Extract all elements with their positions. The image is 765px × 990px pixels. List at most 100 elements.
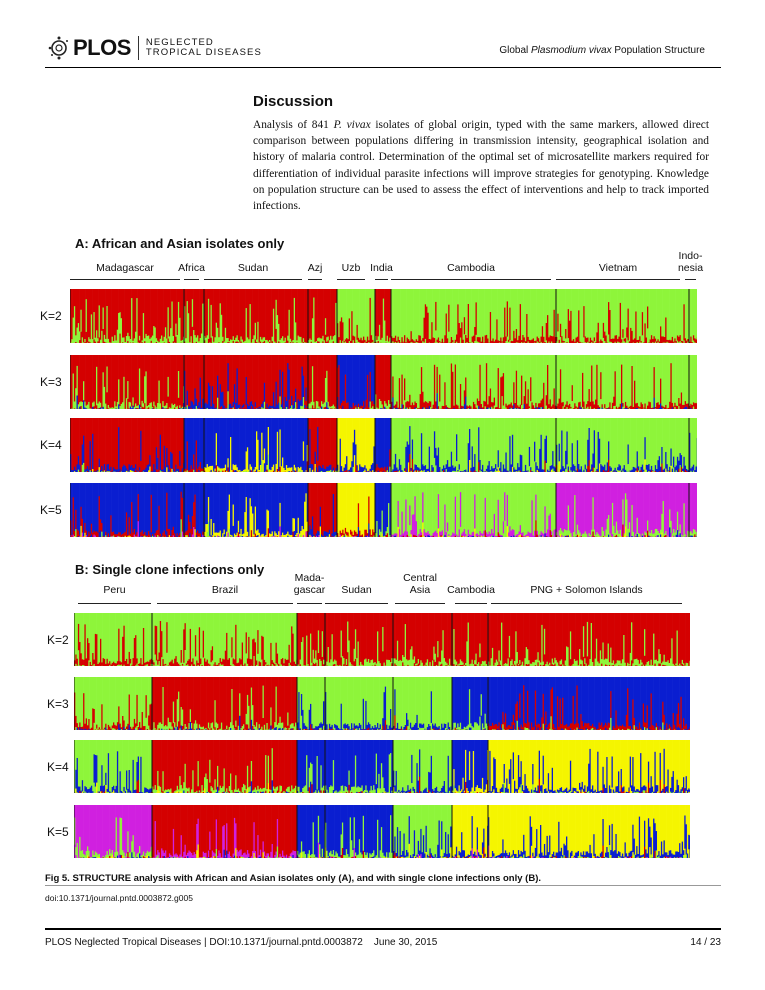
ancestry-bar-segment: [120, 403, 123, 408]
ancestry-bar-segment: [617, 467, 619, 471]
ancestry-bar-segment: [467, 418, 470, 444]
ancestry-bar-segment: [223, 405, 226, 409]
ancestry-bar-segment: [150, 402, 153, 409]
ancestry-bar-segment: [528, 339, 531, 343]
ancestry-bar-segment: [667, 407, 670, 409]
ancestry-bar-segment: [470, 355, 472, 407]
ancestry-bar-segment: [535, 340, 537, 343]
ancestry-bar-segment: [253, 289, 255, 336]
ancestry-bar-segment: [578, 289, 580, 311]
ancestry-bar-segment: [415, 342, 418, 343]
ancestry-bar-segment: [458, 323, 461, 343]
ancestry-bar-segment: [415, 355, 418, 404]
ancestry-bar-segment: [231, 407, 233, 409]
ancestry-bar-segment: [272, 418, 275, 465]
ancestry-bar-segment: [195, 483, 198, 533]
ancestry-bar-segment: [406, 355, 409, 402]
ancestry-bar-segment: [199, 338, 202, 343]
ancestry-bar-segment: [528, 466, 531, 472]
ancestry-bar-segment: [261, 339, 263, 343]
ancestry-bar-segment: [228, 341, 231, 343]
ancestry-bar-segment: [151, 289, 154, 336]
ancestry-bar-segment: [669, 408, 671, 409]
ancestry-bar-segment: [378, 289, 381, 326]
group-line: [308, 279, 322, 280]
ancestry-bar-segment: [501, 342, 504, 343]
ancestry-bar-segment: [231, 355, 233, 407]
ancestry-bar-segment: [514, 338, 517, 342]
ancestry-bar-segment: [608, 289, 610, 303]
ancestry-bar-segment: [275, 406, 278, 409]
ancestry-bar-segment: [656, 418, 658, 470]
ancestry-bar-segment: [142, 469, 145, 472]
ancestry-bar-segment: [363, 401, 365, 408]
ancestry-bar-segment: [79, 289, 81, 332]
ancestry-bar-segment: [305, 418, 307, 471]
ancestry-bar-segment: [670, 448, 672, 467]
ancestry-bar-segment: [231, 483, 233, 536]
ancestry-bar-segment: [254, 339, 257, 343]
ancestry-bar-segment: [218, 532, 220, 537]
ancestry-bar-segment: [508, 341, 510, 343]
ancestry-bar-segment: [593, 289, 596, 338]
ancestry-bar-segment: [611, 402, 614, 409]
ancestry-bar-segment: [157, 340, 159, 343]
ancestry-bar-segment: [552, 451, 554, 469]
ancestry-bar-segment: [377, 289, 380, 337]
ancestry-bar-segment: [172, 341, 175, 343]
ancestry-bar-segment: [236, 418, 239, 468]
ancestry-bar-segment: [674, 355, 676, 404]
ancestry-bar-segment: [563, 471, 566, 472]
ancestry-bar-segment: [311, 355, 314, 367]
ancestry-bar-segment: [332, 355, 335, 405]
ancestry-bar-segment: [97, 471, 99, 472]
ancestry-bar-segment: [605, 355, 607, 409]
ancestry-bar-segment: [508, 408, 510, 409]
ancestry-bar-segment: [484, 340, 487, 343]
ancestry-bar-segment: [649, 289, 652, 340]
ancestry-bar-segment: [563, 342, 566, 343]
ancestry-bar-segment: [197, 418, 199, 470]
ancestry-bar-segment: [650, 408, 653, 409]
ancestry-bar-segment: [519, 289, 522, 305]
ancestry-bar-segment: [296, 340, 298, 343]
ancestry-bar-segment: [150, 418, 153, 472]
ancestry-bar-segment: [232, 289, 235, 337]
ancestry-bar-segment: [474, 341, 476, 343]
ancestry-bar-segment: [566, 464, 568, 472]
ancestry-bar-segment: [506, 336, 509, 343]
ancestry-bar-segment: [479, 404, 481, 409]
ancestry-bar-segment: [202, 483, 204, 532]
ancestry-bar-segment: [132, 483, 134, 533]
ancestry-bar-segment: [94, 355, 97, 409]
ancestry-bar-segment: [89, 441, 92, 471]
ancestry-bar-segment: [184, 468, 186, 472]
ancestry-bar-segment: [193, 289, 195, 331]
ancestry-bar-segment: [444, 335, 446, 342]
ancestry-bar-segment: [236, 393, 239, 409]
ancestry-bar-segment: [360, 408, 362, 409]
ancestry-bar-segment: [574, 341, 576, 343]
ancestry-bar-segment: [146, 335, 149, 342]
ancestry-bar-segment: [526, 407, 528, 409]
ancestry-bar-segment: [648, 464, 650, 472]
ancestry-bar-segment: [129, 470, 132, 472]
ancestry-bar-segment: [457, 336, 459, 343]
ancestry-bar-segment: [526, 470, 528, 472]
ancestry-bar-segment: [466, 355, 468, 406]
ancestry-bar-segment: [270, 407, 272, 409]
ancestry-bar-segment: [524, 355, 527, 382]
ancestry-bar-segment: [478, 289, 480, 338]
ancestry-bar-segment: [185, 535, 187, 537]
ancestry-bar-segment: [187, 483, 190, 516]
ancestry-bar-segment: [223, 289, 226, 342]
ancestry-bar-segment: [344, 400, 347, 409]
ancestry-bar-segment: [457, 289, 459, 305]
ancestry-bar-segment: [133, 529, 136, 535]
ancestry-bar-segment: [661, 289, 663, 337]
ancestry-bar-segment: [168, 355, 171, 408]
ancestry-bar-segment: [101, 342, 103, 343]
ancestry-bar-segment: [497, 397, 500, 409]
ancestry-bar-segment: [690, 468, 692, 472]
ancestry-bar-segment: [635, 408, 637, 409]
